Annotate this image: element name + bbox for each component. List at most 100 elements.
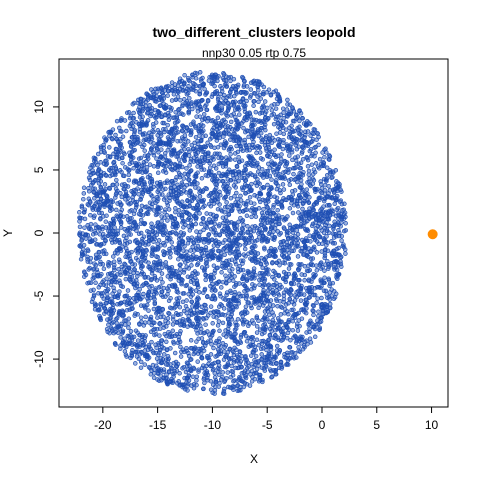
cluster-point [138,260,144,265]
cluster-point [226,104,231,109]
cluster-point [276,124,281,130]
x-tick-label: -5 [262,418,273,432]
cluster-point [156,306,161,312]
cluster-point [292,128,297,134]
cluster-point [258,261,264,267]
cluster-point [327,167,333,173]
cluster-point [93,262,99,268]
cluster-point [164,379,170,385]
cluster-point [304,268,310,273]
cluster-point [232,131,237,137]
cluster-point [314,186,320,192]
cluster-point [282,244,288,250]
cluster-point [173,166,178,171]
cluster-point [327,305,333,311]
cluster-point [337,199,343,205]
cluster-point [278,312,284,317]
cluster-point [326,266,331,271]
cluster-point [263,127,268,133]
cluster-point [79,234,84,240]
cluster-point [299,272,304,277]
cluster-point [262,226,268,231]
cluster-point [216,363,222,368]
cluster-point [212,253,218,259]
cluster-point [342,201,347,207]
cluster-point [313,161,319,166]
cluster-point [167,311,172,317]
cluster-point [192,81,197,87]
cluster-point [202,203,207,209]
cluster-point [306,278,312,284]
cluster-point [236,154,241,160]
cluster-point [330,250,335,255]
cluster-point [200,149,205,154]
cluster-point [278,175,283,181]
cluster-point [301,239,306,245]
cluster-point [228,152,233,157]
cluster-point [234,383,240,389]
cluster-point [162,215,167,220]
cluster-point [259,210,265,216]
cluster-point [153,96,158,102]
cluster-point [204,315,209,321]
cluster-point [123,189,129,195]
cluster-point [206,201,212,207]
cluster-point [225,370,230,375]
cluster-point [223,155,229,160]
cluster-point [164,324,169,329]
cluster-point [332,259,337,264]
cluster-point [209,249,215,254]
cluster-point [284,355,289,361]
cluster-point [279,205,285,210]
cluster-point [191,347,197,352]
cluster-point [319,249,324,254]
cluster-point [285,362,291,367]
cluster-point [281,187,287,192]
cluster-point [244,213,250,219]
cluster-point [83,272,89,278]
cluster-point [156,285,162,290]
cluster-point [231,352,237,358]
cluster-point [176,80,182,85]
cluster-point [294,243,300,249]
cluster-point [184,363,190,369]
cluster-point [248,157,253,163]
cluster-point [222,139,228,144]
cluster-point [203,277,208,283]
cluster-point [286,311,291,317]
cluster-point [279,248,285,254]
cluster-point [149,253,155,259]
x-tick-label: -15 [149,418,167,432]
cluster-point [90,276,96,281]
cluster-point [139,166,144,172]
cluster-point [194,382,199,388]
cluster-point [211,163,217,169]
y-tick-label: -10 [32,350,46,368]
cluster-point [82,225,87,230]
cluster-point [306,168,312,174]
cluster-point [202,237,208,242]
cluster-point [195,159,200,165]
cluster-point [300,188,306,193]
cluster-point [221,70,226,76]
cluster-point [333,265,338,270]
cluster-point [222,349,227,354]
cluster-point [291,171,296,177]
cluster-point [123,183,129,189]
cluster-point [298,195,303,200]
cluster-point [192,123,198,129]
cluster-point [202,86,207,92]
cluster-point [165,218,170,223]
cluster-point [268,194,274,199]
cluster-point [249,379,255,384]
cluster-point [226,93,231,99]
cluster-point [149,368,154,373]
cluster-point [306,322,311,328]
cluster-point [311,303,316,309]
cluster-point [196,126,201,132]
cluster-point [105,262,111,267]
cluster-point [95,199,100,205]
cluster-point [311,292,317,298]
cluster-point [111,229,117,234]
cluster-point [300,201,306,207]
